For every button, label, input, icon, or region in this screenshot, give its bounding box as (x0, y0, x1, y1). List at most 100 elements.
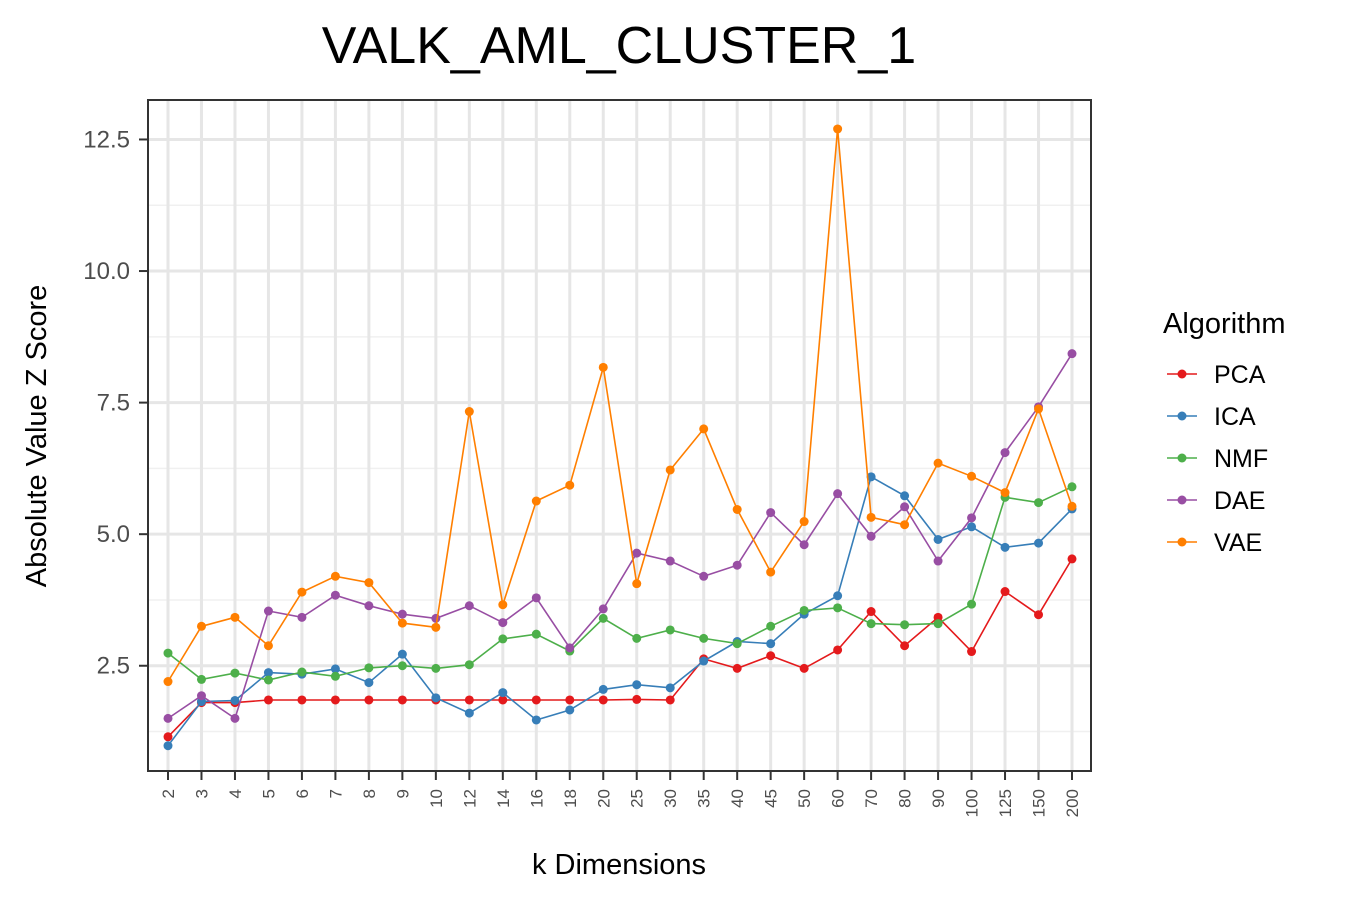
data-point-nmf (699, 633, 709, 643)
data-point-nmf (464, 660, 474, 670)
series-line-dae (167, 353, 1073, 720)
data-point-nmf (297, 667, 307, 677)
legend-label: DAE (1214, 487, 1265, 515)
x-tick-label: 30 (661, 789, 680, 808)
data-point-nmf (330, 671, 340, 681)
data-point-vae (665, 465, 675, 475)
chart-title: VALK_AML_CLUSTER_1 (322, 17, 916, 75)
legend-item-nmf: NMF (1167, 445, 1268, 473)
data-point-pca (397, 695, 407, 705)
data-point-ica (565, 705, 575, 715)
data-point-vae (1000, 488, 1010, 498)
data-point-vae (632, 579, 642, 589)
data-point-nmf (397, 661, 407, 671)
data-point-nmf (230, 668, 240, 678)
data-point-dae (933, 556, 943, 566)
x-tick-label: 6 (293, 789, 312, 798)
data-point-vae (464, 407, 474, 417)
y-tick-label: 10.0 (83, 258, 130, 285)
x-tick-label: 90 (929, 789, 948, 808)
data-point-dae (632, 548, 642, 558)
data-point-dae (766, 508, 776, 518)
data-point-dae (397, 609, 407, 619)
x-tick-label: 60 (829, 789, 848, 808)
data-point-dae (565, 643, 575, 653)
x-tick-label: 5 (259, 789, 278, 798)
data-point-vae (1034, 404, 1044, 414)
data-point-vae (531, 496, 541, 506)
x-tick-label: 50 (795, 789, 814, 808)
data-point-vae (297, 587, 307, 597)
data-point-nmf (933, 619, 943, 629)
data-point-vae (330, 571, 340, 581)
data-point-vae (397, 618, 407, 628)
legend-item-dae: DAE (1167, 487, 1265, 515)
data-point-pca (967, 647, 977, 657)
data-point-vae (263, 641, 273, 651)
legend-title: Algorithm (1163, 308, 1286, 340)
data-point-dae (498, 618, 508, 628)
series-lines (163, 124, 1077, 751)
data-point-dae (900, 502, 910, 512)
x-tick-label: 12 (460, 789, 479, 808)
data-point-vae (364, 578, 374, 588)
data-point-ica (230, 695, 240, 705)
x-tick-label: 9 (393, 789, 412, 798)
data-point-vae (866, 512, 876, 522)
data-point-vae (1067, 501, 1077, 511)
series-line-ica (167, 475, 1073, 747)
data-point-ica (531, 715, 541, 725)
legend: Algorithm PCA ICA NMF DAE VAE (1163, 308, 1286, 557)
data-point-dae (833, 489, 843, 499)
y-axis-label: Absolute Value Z Score (21, 285, 53, 588)
legend-label: PCA (1214, 361, 1266, 389)
data-point-nmf (1034, 498, 1044, 508)
data-point-dae (431, 613, 441, 623)
legend-label: ICA (1214, 403, 1256, 431)
data-point-ica (967, 522, 977, 532)
grid (148, 100, 1091, 771)
data-point-ica (330, 664, 340, 674)
axes: 2.55.07.510.012.52 3 4 5 6 7 8 9 10 12 14 16 18 20 25 3… (83, 126, 1082, 817)
data-point-ica (598, 684, 608, 694)
data-point-pca (364, 695, 374, 705)
series-line-vae (167, 128, 1073, 682)
data-point-vae (598, 362, 608, 372)
x-tick-label: 2 (159, 789, 178, 798)
data-point-pca (297, 695, 307, 705)
data-point-nmf (967, 599, 977, 609)
legend-label: NMF (1214, 445, 1268, 473)
legend-item-ica: ICA (1167, 403, 1256, 431)
data-point-vae (766, 567, 776, 577)
data-point-pca (163, 732, 173, 742)
x-axis-label: k Dimensions (532, 849, 706, 881)
data-point-nmf (632, 633, 642, 643)
legend-key-point (1177, 411, 1187, 421)
data-point-dae (665, 556, 675, 566)
data-point-dae (297, 612, 307, 622)
y-tick-label: 7.5 (97, 390, 130, 417)
x-tick-label: 4 (226, 789, 245, 798)
data-point-pca (833, 645, 843, 655)
data-point-vae (900, 520, 910, 530)
data-point-ica (1034, 538, 1044, 548)
data-point-ica (263, 668, 273, 678)
data-point-nmf (598, 613, 608, 623)
data-point-vae (431, 622, 441, 632)
data-point-pca (900, 641, 910, 651)
series-dae (163, 349, 1077, 723)
x-tick-label: 3 (192, 789, 211, 798)
data-point-vae (699, 424, 709, 434)
legend-key-point (1177, 495, 1187, 505)
x-tick-label: 16 (527, 789, 546, 808)
series-nmf (163, 482, 1077, 685)
data-point-vae (196, 621, 206, 631)
data-point-pca (1034, 610, 1044, 620)
legend-item-vae: VAE (1167, 529, 1262, 557)
series-pca (163, 554, 1077, 742)
data-point-nmf (799, 605, 809, 615)
x-tick-label: 150 (1030, 789, 1049, 817)
data-point-nmf (665, 625, 675, 635)
y-tick-label: 12.5 (83, 126, 130, 153)
